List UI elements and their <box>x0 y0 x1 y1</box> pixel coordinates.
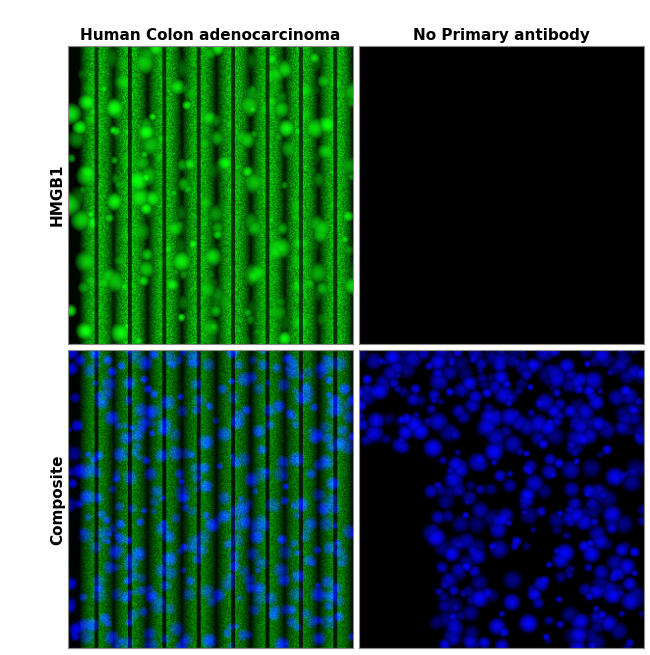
Text: HMGB1: HMGB1 <box>50 164 65 226</box>
Text: Composite: Composite <box>50 454 65 545</box>
Text: Human Colon adenocarcinoma: Human Colon adenocarcinoma <box>80 28 341 43</box>
Text: No Primary antibody: No Primary antibody <box>413 28 590 43</box>
